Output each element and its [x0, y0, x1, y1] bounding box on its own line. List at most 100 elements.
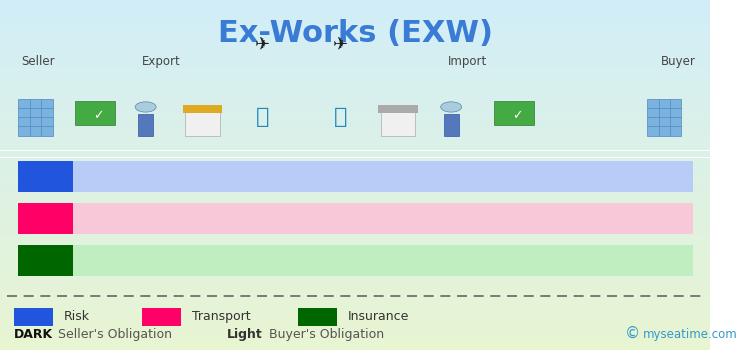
Bar — [0, 65, 710, 66]
Bar — [0, 102, 710, 103]
Bar — [0, 336, 710, 338]
Bar — [0, 262, 710, 264]
Bar — [0, 47, 710, 49]
Bar — [0, 217, 710, 219]
Bar — [0, 144, 710, 145]
Bar — [0, 248, 710, 250]
Bar — [0, 138, 710, 140]
Bar — [0, 312, 710, 313]
Bar — [0, 52, 710, 54]
Bar — [0, 224, 710, 226]
Bar — [0, 145, 710, 147]
Bar — [0, 320, 710, 322]
Bar — [0, 9, 710, 10]
Bar — [0, 154, 710, 156]
Text: Buyer: Buyer — [661, 55, 695, 68]
FancyBboxPatch shape — [18, 245, 693, 276]
Text: myseatime.com: myseatime.com — [643, 328, 738, 341]
Bar — [0, 199, 710, 201]
FancyBboxPatch shape — [18, 161, 73, 192]
Bar — [0, 32, 710, 33]
Bar — [0, 163, 710, 164]
Bar — [0, 82, 710, 84]
Bar — [0, 33, 710, 35]
Bar — [0, 164, 710, 166]
Bar — [0, 100, 710, 101]
Bar — [0, 180, 710, 182]
Bar — [0, 340, 710, 341]
Bar — [0, 177, 710, 178]
Bar — [0, 208, 710, 210]
Bar — [0, 37, 710, 38]
FancyBboxPatch shape — [298, 308, 338, 326]
Text: ✓: ✓ — [512, 109, 523, 122]
FancyBboxPatch shape — [19, 99, 53, 135]
Bar — [0, 273, 710, 275]
Bar — [0, 243, 710, 245]
Bar — [0, 304, 710, 306]
Bar — [0, 345, 710, 346]
Bar — [0, 93, 710, 94]
Bar — [0, 222, 710, 224]
Text: ⛵: ⛵ — [256, 107, 269, 127]
Bar — [0, 196, 710, 198]
Bar — [0, 42, 710, 44]
Bar — [0, 186, 710, 187]
Bar — [0, 140, 710, 142]
Text: Seller: Seller — [21, 55, 55, 68]
Bar — [0, 231, 710, 233]
Bar — [0, 318, 710, 320]
Bar — [0, 26, 710, 28]
Bar — [0, 116, 710, 117]
Bar — [0, 348, 710, 350]
Bar — [0, 270, 710, 271]
Bar — [0, 241, 710, 243]
Bar — [0, 282, 710, 284]
Bar — [0, 170, 710, 172]
Bar — [0, 74, 710, 75]
Bar — [0, 203, 710, 205]
Bar — [0, 152, 710, 154]
Bar — [0, 250, 710, 252]
Bar — [0, 119, 710, 121]
FancyBboxPatch shape — [18, 203, 693, 234]
Bar — [0, 301, 710, 303]
Bar — [0, 261, 710, 262]
FancyBboxPatch shape — [494, 101, 534, 125]
Bar — [0, 158, 710, 159]
Bar — [0, 236, 710, 238]
Bar — [0, 49, 710, 51]
FancyBboxPatch shape — [378, 105, 418, 113]
Bar — [0, 268, 710, 270]
Bar — [0, 234, 710, 236]
Bar — [0, 89, 710, 91]
Bar — [0, 168, 710, 170]
FancyBboxPatch shape — [14, 308, 53, 326]
Bar — [0, 16, 710, 18]
Bar — [0, 30, 710, 32]
Bar — [0, 126, 710, 128]
Bar — [0, 275, 710, 276]
Bar — [0, 198, 710, 199]
Bar — [0, 58, 710, 60]
Bar — [0, 313, 710, 315]
Bar — [0, 175, 710, 177]
Bar — [0, 264, 710, 266]
Bar — [0, 61, 710, 63]
Bar — [0, 14, 710, 16]
Bar — [0, 229, 710, 231]
Bar — [0, 338, 710, 340]
Bar — [0, 220, 710, 222]
Bar — [0, 70, 710, 72]
Bar — [0, 178, 710, 180]
Bar — [0, 161, 710, 163]
Bar — [0, 238, 710, 240]
Bar — [0, 147, 710, 149]
Text: ⛵: ⛵ — [334, 107, 348, 127]
Bar — [0, 35, 710, 37]
Bar — [0, 107, 710, 108]
Text: ✈: ✈ — [255, 36, 271, 54]
Bar — [0, 226, 710, 228]
Bar — [0, 131, 710, 133]
Bar — [0, 334, 710, 336]
